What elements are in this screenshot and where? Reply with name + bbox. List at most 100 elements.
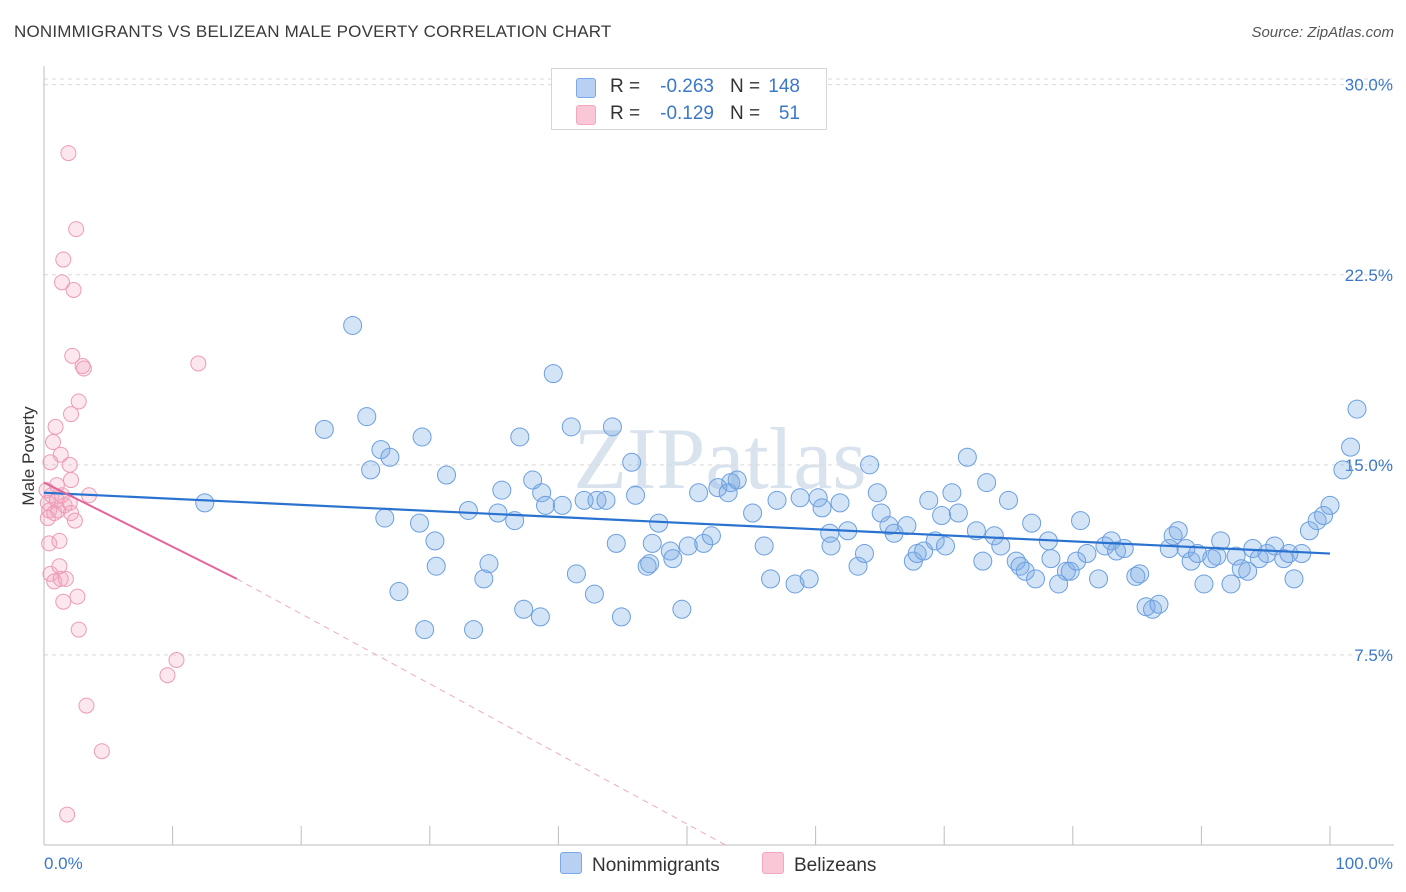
- source-credit: Source: ZipAtlas.com: [1251, 24, 1394, 41]
- belizean-point: [63, 406, 80, 423]
- belizean-point: [64, 347, 81, 364]
- nonimmigrant-point: [640, 554, 660, 574]
- nonimmigrant-point: [1010, 556, 1030, 576]
- watermark: ZIPatlas: [573, 411, 866, 508]
- stats-box: R = -0.263 N = 148 R = -0.129 N = 51: [551, 68, 827, 130]
- nonimmigrant-point: [410, 513, 430, 533]
- belizean-point: [63, 472, 80, 489]
- nonimmigrant-point: [415, 620, 435, 640]
- nonimmigrant-point: [314, 419, 334, 439]
- nonimmigrant-point: [1107, 541, 1127, 561]
- nonimmigrant-point: [708, 478, 728, 498]
- belizeans-legend-swatch: [762, 852, 784, 874]
- belizean-point: [51, 558, 68, 575]
- belizean-point: [65, 281, 82, 298]
- nonimmigrant-point: [1015, 561, 1035, 581]
- belizean-point: [78, 697, 95, 714]
- belizean-point: [60, 145, 77, 162]
- nonimmigrant-point: [514, 599, 534, 619]
- belizean-point: [55, 593, 72, 610]
- nonimmigrant-point: [1194, 574, 1214, 594]
- stats-row-nonimmigrants: R = -0.263 N = 148: [552, 74, 826, 100]
- nonimmigrant-point: [426, 556, 446, 576]
- nonimmigrant-point: [543, 364, 563, 384]
- nonimmigrants-legend-swatch: [560, 852, 582, 874]
- legend-item-belizeans[interactable]: Belizeans: [762, 852, 876, 877]
- nonimmigrant-point: [437, 465, 457, 485]
- nonimmigrant-point: [694, 533, 714, 553]
- nonimmigrant-point: [948, 503, 968, 523]
- nonimmigrant-point: [754, 536, 774, 556]
- nonimmigrant-point: [552, 495, 572, 515]
- belizeans-trend-line: [43, 481, 238, 580]
- nonimmigrants-swatch: [576, 78, 596, 98]
- nonimmigrant-point: [1114, 538, 1134, 558]
- nonimmigrant-point: [536, 495, 556, 515]
- belizean-point: [159, 667, 176, 684]
- nonimmigrant-point: [1149, 594, 1169, 614]
- nonimmigrant-point: [767, 490, 787, 510]
- nonimmigrant-point: [984, 526, 1004, 546]
- nonimmigrant-point: [785, 574, 805, 594]
- nonimmigrant-point: [1077, 544, 1097, 564]
- nonimmigrant-point: [860, 455, 880, 475]
- legend-item-nonimmigrants[interactable]: Nonimmigrants: [560, 852, 720, 877]
- belizeans-swatch: [576, 105, 596, 125]
- belizean-point: [70, 621, 87, 638]
- nonimmigrant-point: [1307, 511, 1327, 531]
- belizean-point: [168, 651, 185, 668]
- nonimmigrant-point: [561, 417, 581, 437]
- y-axis-label: Male Poverty: [19, 406, 38, 506]
- nonimmigrant-point: [361, 460, 381, 480]
- nonimmigrant-point: [1071, 511, 1091, 531]
- nonimmigrant-point: [642, 533, 662, 553]
- nonimmigrant-point: [966, 521, 986, 541]
- nonimmigrant-point: [1181, 551, 1201, 571]
- belizean-point: [66, 512, 83, 529]
- nonimmigrant-point: [1163, 526, 1183, 546]
- belizean-point: [50, 502, 67, 519]
- nonimmigrant-point: [790, 488, 810, 508]
- nonimmigrant-point: [977, 473, 997, 493]
- nonimmigrant-point: [1060, 561, 1080, 581]
- belizean-point: [63, 504, 80, 521]
- nonimmigrant-point: [672, 599, 692, 619]
- belizean-point: [52, 446, 69, 463]
- stats-row-belizeans: R = -0.129 N = 51: [552, 101, 826, 127]
- nonimmigrant-point: [935, 536, 955, 556]
- nonimmigrant-point: [1341, 437, 1361, 457]
- nonimmigrant-point: [1089, 569, 1109, 589]
- nonimmigrant-point: [510, 427, 530, 447]
- nonimmigrant-point: [357, 407, 377, 427]
- nonimmigrant-point: [1130, 564, 1150, 584]
- nonimmigrant-point: [867, 483, 887, 503]
- n-value: 51: [778, 103, 800, 124]
- nonimmigrant-point: [925, 531, 945, 551]
- nonimmigrant-point: [897, 516, 917, 536]
- n-label: N =: [730, 76, 761, 97]
- nonimmigrant-point: [195, 493, 215, 513]
- line-layer: [43, 481, 1331, 846]
- nonimmigrant-point: [1176, 538, 1196, 558]
- nonimmigrant-point: [848, 556, 868, 576]
- r-label: R =: [610, 76, 641, 97]
- nonimmigrant-point: [464, 620, 484, 640]
- belizean-point: [69, 588, 86, 605]
- nonimmigrant-point: [622, 452, 642, 472]
- nonimmigrant-point: [854, 544, 874, 564]
- nonimmigrant-point: [743, 503, 763, 523]
- nonimmigrant-point: [1238, 561, 1258, 581]
- nonimmigrant-point: [973, 551, 993, 571]
- n-label: N =: [730, 103, 761, 124]
- nonimmigrant-point: [425, 531, 445, 551]
- belizean-point: [45, 434, 62, 451]
- nonimmigrant-point: [606, 533, 626, 553]
- nonimmigrant-point: [830, 493, 850, 513]
- axis-layer: 7.5% 15.0% 22.5% 30.0% 0.0% 100.0%: [43, 66, 1394, 873]
- nonimmigrant-point: [412, 427, 432, 447]
- nonimmigrant-point: [808, 488, 828, 508]
- nonimmigrant-point: [1299, 521, 1319, 541]
- nonimmigrant-point: [957, 447, 977, 467]
- nonimmigrant-point: [701, 526, 721, 546]
